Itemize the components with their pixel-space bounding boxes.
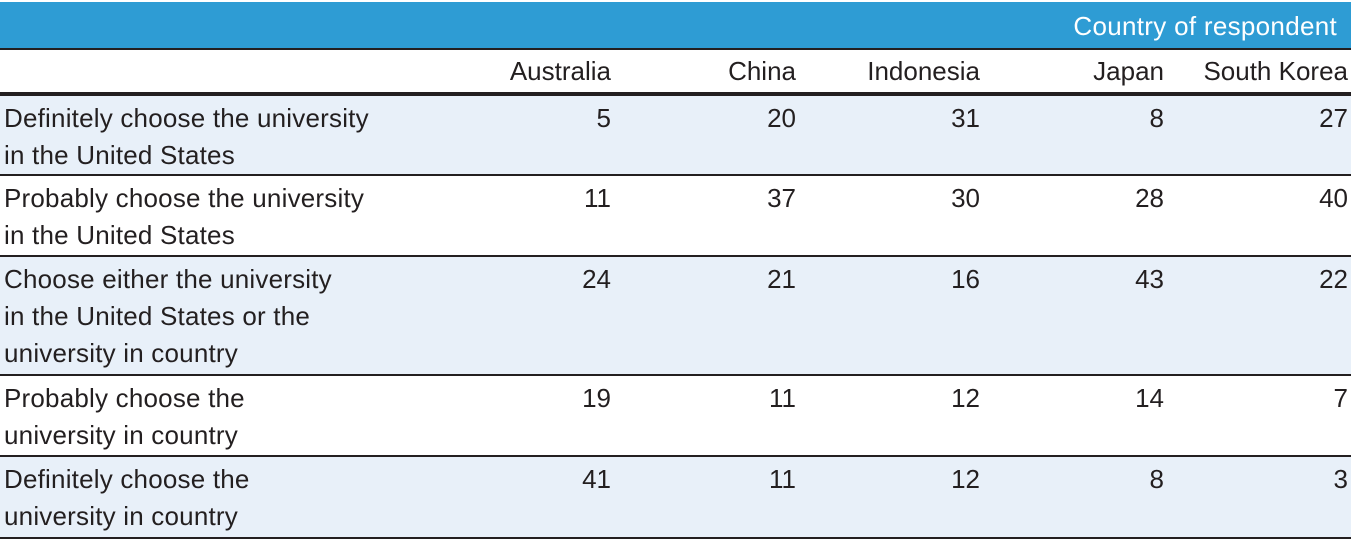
- cell-south-korea: 3: [1333, 464, 1348, 494]
- column-header-china: China: [728, 56, 796, 86]
- row-label-line: in the United States: [4, 220, 235, 250]
- table-row: Choose either the university in the Unit…: [0, 257, 1351, 374]
- cell-japan: 8: [1149, 464, 1164, 494]
- cell-china: 37: [767, 183, 796, 213]
- cell-australia: 11: [584, 183, 611, 213]
- cell-south-korea: 7: [1333, 383, 1348, 413]
- cell-australia: 24: [582, 264, 611, 294]
- bottom-rule: [0, 537, 1351, 539]
- table-row: Probably choose the university in the Un…: [0, 176, 1351, 255]
- row-label-line: Probably choose the: [4, 383, 245, 413]
- cell-australia: 5: [596, 103, 611, 133]
- cell-indonesia: 12: [951, 464, 980, 494]
- row-label: Definitely choose the university in coun…: [4, 461, 250, 535]
- header-band: Country of respondent: [0, 2, 1351, 48]
- cell-south-korea: 40: [1319, 183, 1348, 213]
- column-header-japan: Japan: [1093, 56, 1164, 86]
- group-caption: Country of respondent: [1073, 11, 1337, 41]
- row-label-line: university in country: [4, 420, 238, 450]
- row-label-line: university in country: [4, 501, 238, 531]
- column-header-australia: Australia: [509, 56, 611, 86]
- row-label-line: in the United States: [4, 140, 235, 170]
- cell-south-korea: 27: [1319, 103, 1348, 133]
- row-label: Definitely choose the university in the …: [4, 100, 369, 174]
- cell-china: 11: [769, 383, 796, 413]
- cell-australia: 41: [582, 464, 611, 494]
- row-rule: [0, 255, 1351, 257]
- row-label: Choose either the university in the Unit…: [4, 261, 332, 372]
- row-label: Probably choose the university in the Un…: [4, 180, 364, 254]
- cell-china: 20: [767, 103, 796, 133]
- row-rule: [0, 374, 1351, 376]
- cell-indonesia: 30: [951, 183, 980, 213]
- column-header-south-korea: South Korea: [1203, 56, 1348, 86]
- row-label-line: in the United States or the: [4, 301, 311, 331]
- table-row: Definitely choose the university in coun…: [0, 457, 1351, 537]
- row-label-line: Probably choose the university: [4, 183, 365, 213]
- cell-south-korea: 22: [1319, 264, 1348, 294]
- row-label-line: Definitely choose the: [4, 464, 250, 494]
- cell-china: 11: [769, 464, 796, 494]
- header-rule: [0, 92, 1351, 96]
- row-label-line: Choose either the university: [4, 264, 332, 294]
- cell-japan: 43: [1135, 264, 1164, 294]
- row-label-line: Definitely choose the university: [4, 103, 369, 133]
- row-rule: [0, 455, 1351, 457]
- cell-china: 21: [767, 264, 796, 294]
- cell-japan: 8: [1149, 103, 1164, 133]
- cell-japan: 28: [1135, 183, 1164, 213]
- cell-indonesia: 31: [951, 103, 980, 133]
- table-row: Probably choose the university in countr…: [0, 376, 1351, 455]
- column-header-indonesia: Indonesia: [867, 56, 980, 86]
- row-label: Probably choose the university in countr…: [4, 380, 245, 454]
- top-rule: [0, 48, 1351, 50]
- row-rule: [0, 174, 1351, 176]
- cell-australia: 19: [582, 383, 611, 413]
- cell-indonesia: 12: [951, 383, 980, 413]
- table-row: Definitely choose the university in the …: [0, 96, 1351, 174]
- row-label-line: university in country: [4, 338, 238, 368]
- cell-japan: 14: [1135, 383, 1164, 413]
- cell-indonesia: 16: [951, 264, 980, 294]
